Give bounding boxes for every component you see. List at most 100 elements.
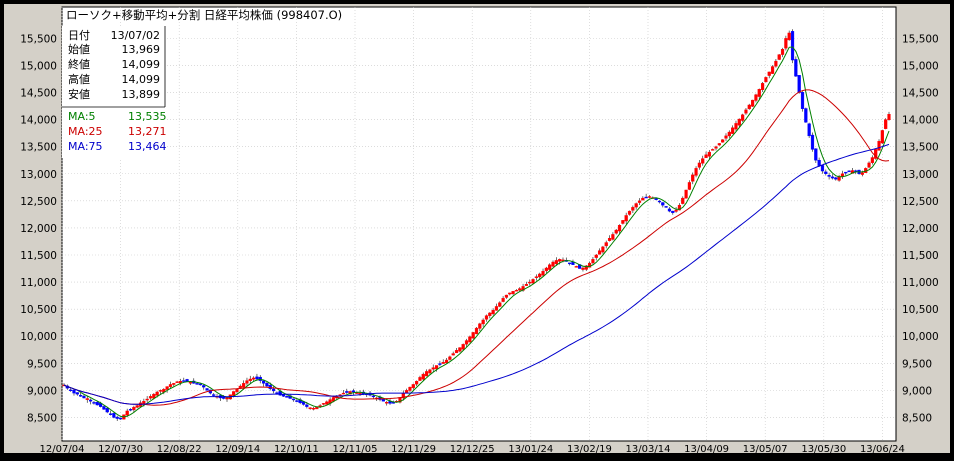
candle-up	[887, 114, 891, 120]
candle-up	[528, 281, 532, 284]
y-tick-label-left: 9,000	[27, 385, 57, 397]
candle-up	[135, 405, 139, 408]
candle-down	[847, 170, 851, 173]
y-tick-label-left: 9,500	[27, 358, 57, 370]
candle-up	[701, 158, 705, 164]
y-tick-label-right: 13,000	[902, 169, 939, 181]
candle-up	[727, 131, 731, 137]
candle-down	[351, 390, 356, 393]
candle-up	[554, 260, 558, 265]
ma5-label: MA:5	[68, 110, 96, 123]
candle-up	[588, 262, 592, 268]
candle-up	[458, 347, 462, 352]
candle-up	[860, 172, 864, 175]
candle-up	[770, 66, 775, 74]
candle-down	[275, 392, 279, 394]
candle-down	[95, 401, 99, 406]
x-tick-label: 13/05/07	[743, 444, 788, 455]
candle-down	[810, 134, 815, 150]
ma75-line	[63, 143, 890, 405]
candle-up	[531, 279, 535, 284]
candle-up	[145, 398, 149, 401]
candle-up	[751, 99, 755, 107]
candle-up	[534, 276, 538, 279]
candle-up	[311, 408, 316, 410]
candle-up	[614, 229, 618, 234]
x-tick-label: 13/06/24	[860, 444, 905, 455]
y-tick-label-right: 13,500	[902, 142, 939, 154]
candle-down	[222, 396, 226, 399]
candle-down	[381, 398, 385, 402]
candle-up	[558, 259, 562, 262]
candle-up	[415, 380, 419, 385]
candle-up	[238, 385, 242, 388]
y-tick-label-right: 12,500	[902, 196, 939, 208]
candle-up	[474, 327, 479, 335]
candle-up	[607, 238, 612, 241]
candle-up	[125, 410, 129, 416]
candle-up	[508, 292, 512, 295]
candle-up	[425, 371, 429, 377]
x-axis: 12/07/04 12/07/30 12/08/22 12/09/14 12/10/11…	[40, 444, 905, 455]
y-tick-label-left: 12,000	[20, 223, 57, 235]
y-tick-label-left: 14,000	[20, 115, 57, 127]
candle-down	[830, 176, 835, 179]
x-tick-label: 12/09/14	[215, 444, 260, 455]
candle-up	[252, 377, 256, 380]
candle-up	[444, 359, 449, 364]
candle-up	[617, 225, 622, 232]
candle-up	[787, 32, 791, 41]
y-tick-label-left: 10,000	[20, 331, 57, 343]
candle-up	[777, 54, 781, 60]
candle-up	[641, 197, 645, 201]
candle-down	[268, 384, 272, 389]
candle-down	[667, 208, 672, 212]
candle-up	[188, 382, 193, 384]
candle-up	[780, 49, 785, 55]
candle-up	[504, 294, 509, 298]
plot-area	[61, 6, 897, 442]
candle-up	[471, 332, 475, 339]
candle-up	[232, 391, 236, 396]
y-tick-label-right: 14,500	[902, 88, 939, 100]
candle-up	[767, 71, 771, 76]
candle-up	[544, 267, 548, 272]
y-axis-right: 8,500 9,000 9,500 10,000 10,500 11,000 11,500 1…	[902, 33, 939, 424]
candle-up	[142, 401, 146, 404]
y-tick-label-right: 9,500	[902, 358, 932, 370]
candle-down	[807, 123, 811, 137]
candle-up	[501, 298, 505, 302]
candle-up	[175, 381, 179, 383]
candle-up	[408, 386, 412, 391]
candle-up	[757, 89, 761, 97]
info-open-value: 13,969	[122, 43, 161, 56]
y-tick-label-right: 11,000	[902, 277, 939, 289]
candle-up	[687, 182, 692, 190]
candle-up	[454, 350, 459, 354]
candle-up	[511, 291, 515, 294]
candle-up	[774, 60, 778, 67]
candle-up	[674, 209, 678, 212]
info-high-value: 14,099	[122, 73, 161, 86]
candle-up	[464, 340, 469, 345]
info-low-label: 安値	[68, 87, 90, 101]
candle-up	[245, 380, 249, 384]
candle-down	[261, 380, 266, 384]
candle-down	[202, 385, 206, 388]
candle-up	[468, 336, 472, 343]
candle-up	[358, 392, 362, 395]
candle-up	[401, 393, 405, 399]
candle-up	[754, 94, 758, 101]
candle-down	[817, 160, 821, 166]
candle-down	[128, 409, 133, 411]
chart-title: ローソク+移動平均+分割 日経平均株価 (998407.O)	[66, 8, 342, 22]
info-low-value: 13,899	[122, 88, 161, 101]
info-close-label: 終値	[68, 57, 90, 71]
candle-down	[644, 196, 648, 199]
candle-up	[717, 143, 721, 146]
info-high-label: 高値	[68, 72, 90, 86]
candle-up	[418, 377, 422, 381]
candle-up	[877, 141, 881, 151]
y-tick-label-left: 15,000	[20, 60, 57, 72]
candle-up	[874, 149, 878, 159]
